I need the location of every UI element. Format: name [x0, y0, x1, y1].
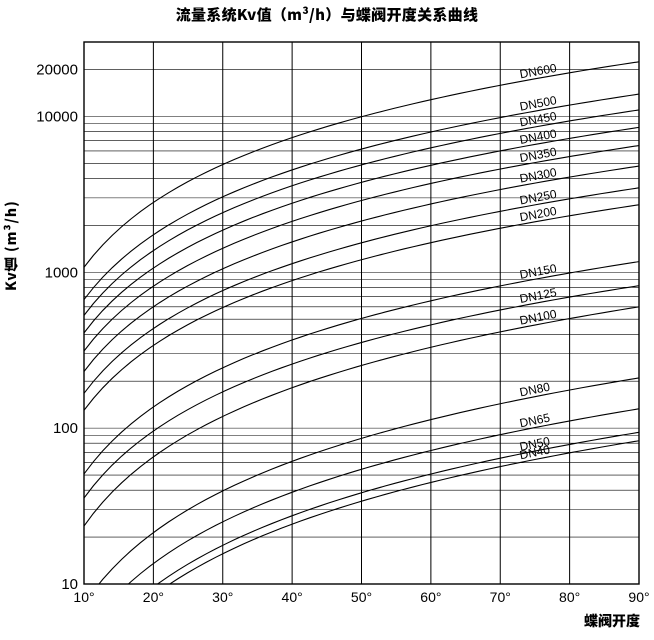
svg-text:1000: 1000 [45, 264, 78, 281]
svg-text:50°: 50° [351, 589, 372, 605]
svg-text:40°: 40° [282, 589, 303, 605]
svg-text:20000: 20000 [36, 61, 78, 78]
svg-text:80°: 80° [559, 589, 580, 605]
svg-text:70°: 70° [490, 589, 511, 605]
svg-text:30°: 30° [212, 589, 233, 605]
svg-text:100: 100 [53, 420, 78, 437]
svg-text:60°: 60° [420, 589, 441, 605]
svg-text:20°: 20° [143, 589, 164, 605]
svg-text:10000: 10000 [36, 108, 78, 125]
svg-text:90°: 90° [628, 589, 649, 605]
svg-text:10°: 10° [73, 589, 94, 605]
